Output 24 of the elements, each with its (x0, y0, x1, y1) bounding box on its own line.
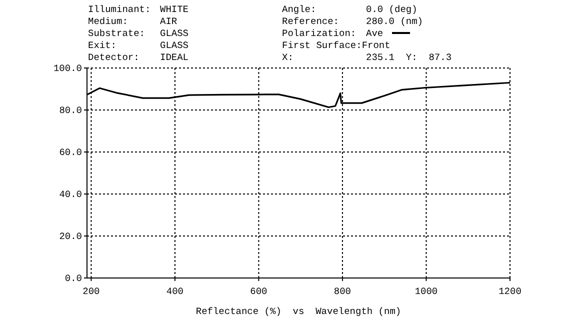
y-tick-label: 100.0 (53, 63, 82, 74)
y-tick-label: 0.0 (64, 273, 82, 284)
y-tick-label: 60.0 (59, 147, 82, 158)
x-tick-label: 800 (334, 286, 352, 297)
text: Detector: IDEAL (88, 52, 189, 63)
text: X: 235.1 Y: 87.3 (282, 52, 452, 63)
x-tick-label: 200 (82, 286, 100, 297)
x-tick-label: 600 (250, 286, 268, 297)
text: Substrate: GLASS (88, 28, 189, 39)
y-tick-label: 40.0 (59, 189, 82, 200)
text: Exit: GLASS (88, 40, 189, 51)
y-tick-label: 80.0 (59, 105, 82, 116)
legend-label: Ave (366, 28, 384, 39)
text: Medium: AIR (88, 16, 178, 27)
text: Illuminant: WHITE (88, 4, 189, 15)
x-tick-label: 1200 (498, 286, 522, 297)
text: First Surface:Front (282, 40, 390, 51)
x-tick-label: 400 (166, 286, 184, 297)
legend-title: Polarization: (282, 28, 356, 39)
text: Reference: 280.0 (nm) (282, 16, 424, 27)
x-tick-label: 1000 (414, 286, 438, 297)
y-tick-label: 20.0 (59, 231, 82, 242)
x-axis-title: Reflectance (%) vs Wavelength (nm) (196, 306, 402, 317)
text: Angle: 0.0 (deg) (282, 4, 418, 15)
